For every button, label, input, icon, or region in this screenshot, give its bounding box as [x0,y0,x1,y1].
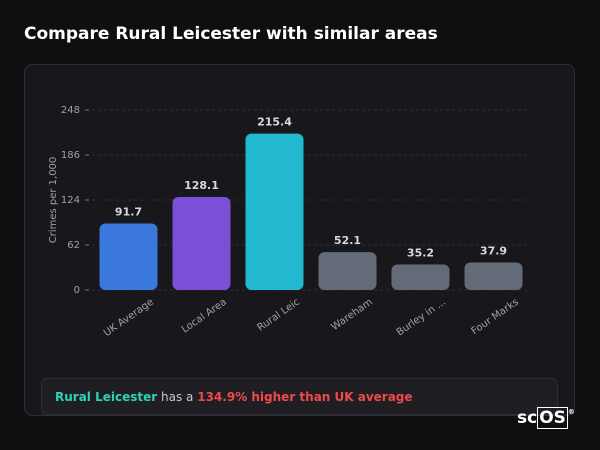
y-axis-label: Crimes per 1,000 [48,157,59,244]
logo-box: OS [537,407,568,429]
value-label: 128.1 [184,179,219,192]
value-label: 215.4 [257,116,292,129]
y-tick-label: 62 [67,240,80,251]
x-tick-label: Wareham [330,297,375,333]
x-tick-label: Rural Leic [256,297,302,334]
value-label: 35.2 [407,246,434,259]
logo: sc OS ® [517,407,575,429]
x-tick-label: Four Marks [470,297,521,338]
y-tick-label: 186 [61,150,80,161]
y-tick-label: 248 [61,105,80,116]
x-tick-label: UK Average [102,297,156,339]
value-label: 52.1 [334,234,361,247]
bar [245,133,304,290]
bar [99,223,158,290]
bar [318,252,377,290]
summary-box: Rural Leicester has a 134.9% higher than… [41,378,558,415]
logo-text: sc [517,408,538,428]
x-tick-label: Local Area [180,297,229,336]
logo-mark: ® [567,408,575,416]
bar [391,264,450,290]
value-label: 37.9 [480,244,507,257]
y-tick-label: 0 [74,285,80,296]
page-title: Compare Rural Leicester with similar are… [24,24,438,44]
bar [172,197,231,290]
y-tick-label: 124 [61,195,80,206]
x-tick-label: Burley in ... [395,297,448,339]
comparison: 134.9% higher than UK average [197,390,413,404]
area-name: Rural Leicester [55,390,158,404]
bar [464,262,523,290]
summary-text: has a [161,390,194,404]
value-label: 91.7 [115,205,142,218]
